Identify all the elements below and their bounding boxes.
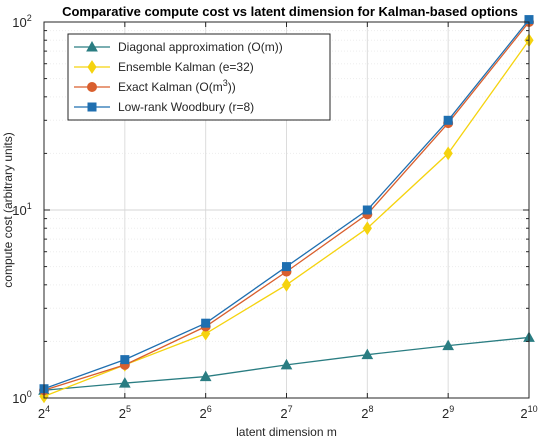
x-tick-label: 210 [520, 404, 537, 421]
data-point [443, 115, 453, 125]
y-axis-title: compute cost (arbitrary units) [1, 132, 15, 287]
axis-ticks: 24 25 26 27 28 29 210 100 101 102 [12, 13, 537, 421]
data-point [199, 370, 212, 382]
legend-box [67, 33, 331, 121]
y-tick-label: 100 [12, 389, 31, 406]
y-tick-label: 102 [12, 13, 31, 30]
data-point [120, 355, 130, 365]
legend-marker [86, 40, 98, 52]
data-point [443, 146, 453, 161]
data-point [362, 221, 372, 236]
x-tick-label: 26 [200, 404, 212, 421]
data-point [118, 377, 131, 388]
legend-marker [87, 82, 97, 92]
legend-label: Low-rank Woodbury (r=8) [118, 100, 254, 114]
legend-label: Ensemble Kalman (e=32) [118, 60, 254, 74]
x-tick-label: 24 [38, 404, 50, 421]
data-point [282, 262, 291, 272]
legend: Diagonal approximation (O(m)) Ensemble Ka… [67, 33, 331, 121]
x-tick-label: 25 [119, 404, 131, 421]
legend-item: Ensemble Kalman (e=32) [74, 60, 254, 74]
legend-marker [87, 60, 97, 74]
data-point [442, 339, 455, 351]
legend-item: Diagonal approximation (O(m)) [74, 40, 283, 54]
y-tick-label: 101 [12, 201, 31, 218]
legend-marker [87, 102, 97, 112]
legend-label: Exact Kalman (O(m3)) [118, 78, 236, 94]
x-tick-label: 27 [280, 404, 292, 421]
chart-title: Comparative compute cost vs latent dimen… [62, 4, 518, 19]
data-point [201, 318, 211, 328]
x-tick-label: 29 [442, 404, 454, 421]
data-point [361, 348, 374, 360]
series-layer [38, 15, 535, 404]
data-point [281, 277, 292, 292]
legend-item: Low-rank Woodbury (r=8) [74, 100, 254, 114]
data-point [362, 205, 372, 215]
legend-label: Diagonal approximation (O(m)) [118, 40, 283, 54]
legend-item: Exact Kalman (O(m3)) [74, 78, 236, 94]
x-axis-title: latent dimension m [236, 425, 337, 439]
data-point [280, 358, 293, 370]
x-tick-label: 28 [361, 404, 373, 421]
